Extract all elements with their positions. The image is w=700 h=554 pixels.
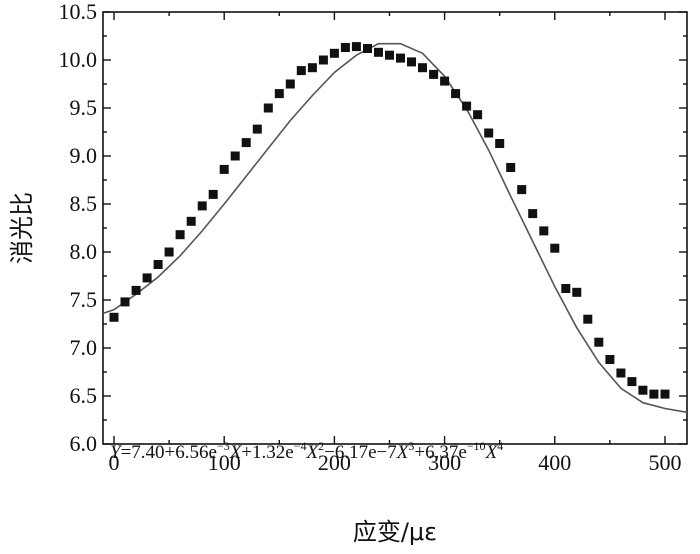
data-point	[252, 124, 262, 134]
data-point	[307, 63, 317, 73]
data-point	[627, 377, 637, 387]
data-point	[318, 55, 328, 65]
data-point	[197, 201, 207, 211]
x-tick-label: 500	[648, 450, 681, 475]
y-tick-label: 6.5	[70, 383, 98, 408]
data-point	[649, 389, 659, 399]
data-point	[429, 69, 439, 79]
y-tick-label: 7.5	[70, 287, 98, 312]
data-point	[594, 337, 604, 347]
data-point	[528, 209, 538, 219]
data-point	[407, 57, 416, 67]
data-points	[109, 42, 670, 399]
data-point	[484, 128, 494, 138]
data-point	[274, 89, 284, 99]
data-point	[451, 89, 461, 99]
data-point	[473, 110, 483, 120]
x-tick-label: 400	[538, 450, 571, 475]
x-tick-label: 300	[428, 450, 461, 475]
y-tick-label: 7.0	[70, 335, 98, 360]
plot-frame	[102, 11, 688, 445]
y-tick-label: 10.5	[59, 0, 98, 24]
data-point	[131, 285, 141, 295]
data-point	[109, 312, 119, 322]
y-tick-label: 9.5	[70, 95, 98, 120]
y-tick-label: 6.0	[70, 431, 98, 456]
data-point	[142, 273, 152, 283]
data-point	[363, 44, 372, 53]
data-point	[175, 230, 185, 240]
data-point	[153, 260, 163, 269]
data-point	[660, 389, 670, 399]
data-point	[263, 103, 273, 113]
data-point	[396, 53, 405, 63]
y-tick-label: 9.0	[70, 143, 98, 168]
data-point	[616, 368, 626, 378]
data-point	[462, 101, 472, 111]
fit-curve	[102, 42, 688, 414]
data-point	[219, 164, 229, 174]
data-point	[208, 189, 218, 199]
data-point	[230, 151, 240, 161]
data-point	[539, 226, 549, 236]
y-axis-title: 消光比	[8, 192, 36, 264]
y-tick-label: 10.0	[59, 47, 98, 72]
data-point	[285, 79, 295, 89]
data-point	[517, 185, 527, 195]
data-point	[605, 355, 615, 364]
data-point	[572, 287, 582, 297]
data-point	[374, 47, 383, 57]
ticks	[103, 11, 687, 445]
data-point	[186, 216, 196, 226]
data-point	[583, 314, 593, 324]
data-point	[329, 48, 339, 58]
tick-labels: 0 100 200 300 400 500 6.0 6.5 7.0 7.5 8.0 8.5 9.0 9.5…	[59, 0, 682, 475]
data-point	[385, 50, 394, 60]
x-tick-label: 100	[208, 450, 241, 475]
data-point	[418, 63, 427, 73]
data-point	[550, 243, 560, 253]
data-point	[638, 385, 648, 395]
y-tick-label: 8.0	[70, 239, 98, 264]
y-tick-label: 8.5	[70, 191, 98, 216]
data-point	[495, 139, 505, 148]
x-tick-label: 0	[109, 450, 120, 475]
equation-annotation: Y=7.40+6.56e−3X+1.32e−4X2−6.17e−7X3+6.37…	[110, 439, 503, 463]
data-point	[351, 42, 361, 52]
data-point	[296, 66, 306, 76]
data-point	[440, 76, 450, 86]
data-point	[561, 284, 571, 293]
data-point	[506, 163, 516, 172]
x-axis-title: 应变/με	[353, 518, 437, 546]
data-point	[164, 247, 174, 257]
data-point	[120, 297, 130, 307]
data-point	[241, 138, 251, 148]
data-point	[340, 43, 350, 52]
x-tick-label: 200	[318, 450, 351, 475]
